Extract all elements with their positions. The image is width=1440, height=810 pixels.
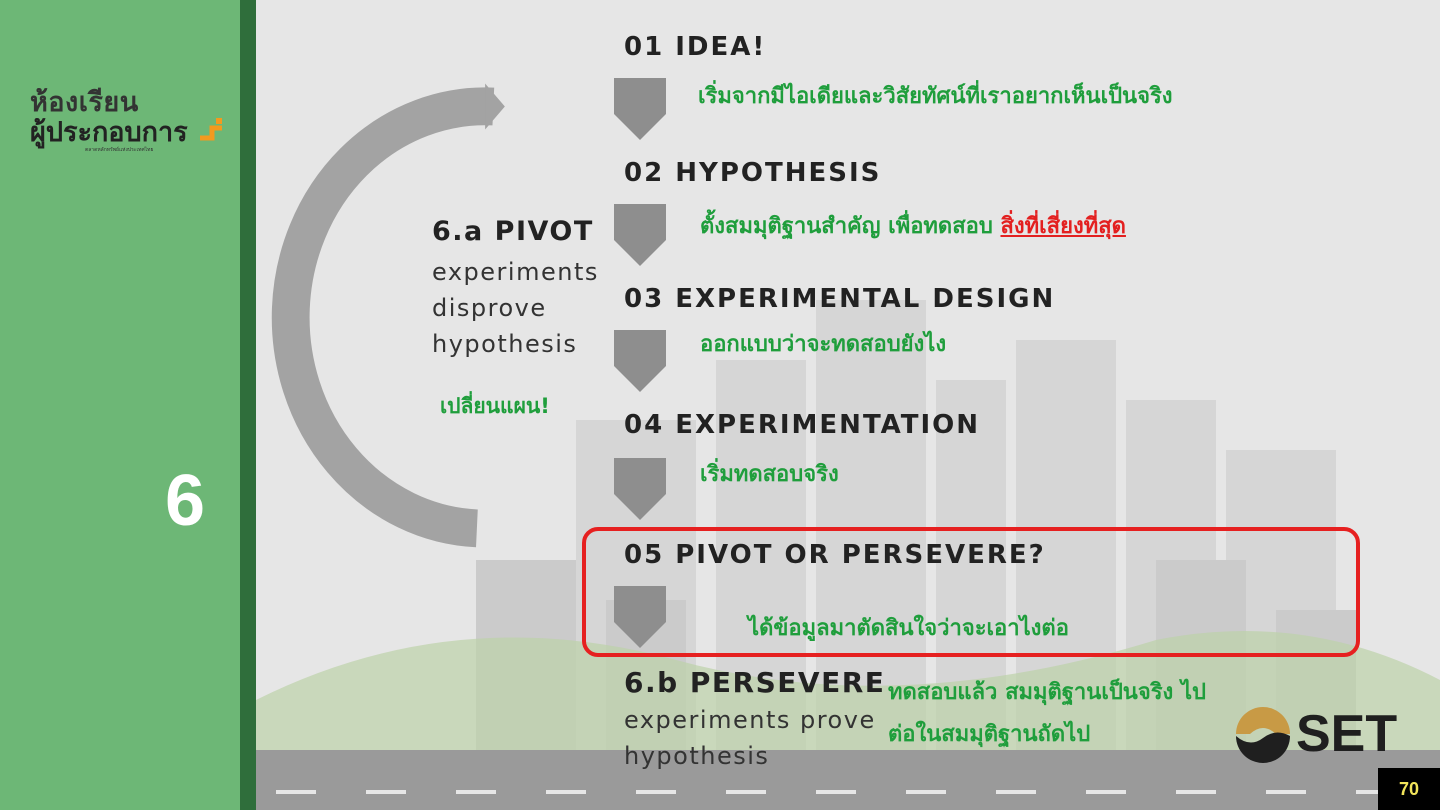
persevere-title: 6.b PERSEVERE bbox=[624, 666, 886, 699]
down-arrow-icon bbox=[614, 458, 666, 520]
set-logo: SET bbox=[1232, 704, 1412, 764]
down-arrow-icon bbox=[614, 204, 666, 266]
pivot-line2: disprove bbox=[432, 294, 547, 322]
pivot-line3: hypothesis bbox=[432, 330, 578, 358]
step-05-title: 05 PIVOT OR PERSEVERE? bbox=[624, 540, 1046, 570]
set-logo-text: SET bbox=[1296, 705, 1398, 763]
page-number: 70 bbox=[1378, 768, 1440, 810]
pivot-thai: เปลี่ยนแผน! bbox=[440, 394, 550, 418]
persevere-line2: hypothesis bbox=[624, 742, 770, 770]
persevere-line1: experiments prove bbox=[624, 706, 876, 734]
set-logo-mark-icon bbox=[1236, 707, 1290, 763]
step-05-thai: ได้ข้อมูลมาตัดสินใจว่าจะเอาไงต่อ bbox=[748, 616, 1069, 641]
step-02-thai-text: ตั้งสมมุติฐานสำคัญ เพื่อทดสอบ bbox=[700, 214, 993, 239]
step-04-thai: เริ่มทดสอบจริง bbox=[700, 462, 839, 487]
city-skyline-background bbox=[256, 300, 1440, 810]
down-arrow-icon bbox=[614, 330, 666, 392]
pivot-title: 6.a PIVOT bbox=[432, 216, 594, 247]
step-05-highlight-box bbox=[582, 527, 1360, 657]
step-03-title: 03 EXPERIMENTAL DESIGN bbox=[624, 284, 1056, 314]
logo-mark-icon bbox=[200, 118, 222, 141]
down-arrow-icon bbox=[614, 78, 666, 140]
steps-number: 6 bbox=[165, 461, 206, 541]
step-01-thai: เริ่มจากมีไอเดียและวิสัยทัศน์ที่เราอยากเ… bbox=[698, 84, 1173, 109]
logo-tagline: ตลาดหลักทรัพย์แห่งประเทศไทย bbox=[85, 147, 154, 153]
step-03-thai: ออกแบบว่าจะทดสอบยังไง bbox=[700, 332, 947, 357]
step-02-thai-highlight: สิ่งที่เสี่ยงที่สุด bbox=[1000, 214, 1126, 239]
step-01-title: 01 IDEA! bbox=[624, 32, 767, 62]
logo-line2: ผู้ประกอบการ bbox=[30, 117, 188, 148]
step-02-title: 02 HYPOTHESIS bbox=[624, 158, 882, 188]
down-arrow-icon bbox=[614, 586, 666, 648]
persevere-thai1: ทดสอบแล้ว สมมุติฐานเป็นจริง ไป bbox=[888, 680, 1206, 705]
pivot-loop-arrow bbox=[271, 83, 505, 548]
pivot-line1: experiments bbox=[432, 258, 599, 286]
sidebar-divider bbox=[240, 0, 256, 810]
persevere-thai2: ต่อในสมมุติฐานถัดไป bbox=[888, 722, 1091, 747]
course-logo: ห้องเรียน ผู้ประกอบการ ตลาดหลักทรัพย์แห่… bbox=[30, 80, 230, 170]
step-02-thai: ตั้งสมมุติฐานสำคัญ เพื่อทดสอบ สิ่งที่เสี… bbox=[700, 208, 1126, 243]
step-04-title: 04 EXPERIMENTATION bbox=[624, 410, 981, 440]
logo-line1: ห้องเรียน bbox=[30, 87, 139, 118]
sidebar: ห้องเรียน ผู้ประกอบการ ตลาดหลักทรัพย์แห่… bbox=[0, 0, 240, 810]
